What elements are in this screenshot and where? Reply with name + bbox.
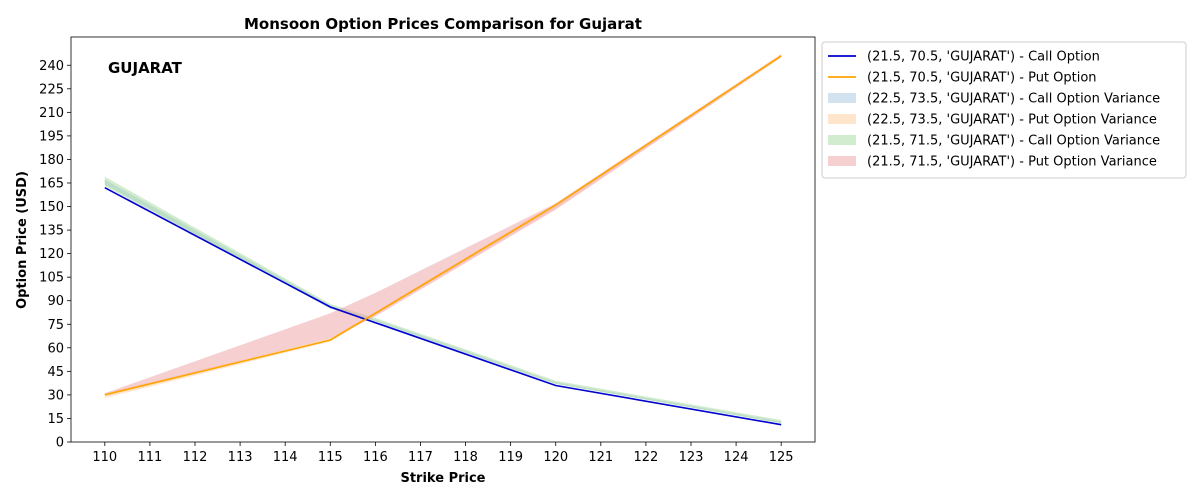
legend-swatch [828,114,856,124]
legend-label: (21.5, 71.5, 'GUJARAT') - Call Option Va… [867,134,1160,149]
legend-label: (21.5, 71.5, 'GUJARAT') - Put Option Var… [867,155,1157,170]
legend-swatch [828,156,856,166]
y-tick-label: 180 [39,153,64,168]
y-tick-label: 75 [47,318,64,333]
y-tick-label: 15 [47,412,64,427]
y-tick-label: 105 [39,271,64,286]
x-tick-label: 111 [137,450,162,465]
series-line-2 [104,55,782,396]
variance-band-3 [104,176,782,424]
x-tick-label: 119 [498,450,523,465]
series-line-1 [104,186,782,426]
plot-frame [70,36,816,443]
y-tick-label: 150 [39,200,64,215]
x-tick-label: 110 [92,450,117,465]
x-tick-label: 125 [769,450,794,465]
y-tick-label: 210 [39,106,64,121]
x-tick-label: 123 [679,450,704,465]
legend: (21.5, 70.5, 'GUJARAT') - Call Option (21… [821,41,1187,179]
y-tick-label: 0 [56,436,64,451]
y-tick-label: 225 [39,82,64,97]
y-tick-label: 30 [47,388,64,403]
x-axis-label: Strike Price [400,471,485,486]
x-tick-label: 115 [318,450,343,465]
x-tick-label: 120 [543,450,568,465]
annotation-label: GUJARAT [108,59,183,77]
y-tick-label: 165 [39,176,64,191]
y-tick-label: 240 [39,59,64,74]
plot-area [70,36,816,443]
legend-frame [821,41,1187,179]
legend-label: (22.5, 73.5, 'GUJARAT') - Call Option Va… [867,92,1160,107]
y-tick-label: 60 [47,341,64,356]
legend-swatch [828,93,856,103]
x-tick-label: 112 [183,450,208,465]
y-axis: 0 15 30 45 60 75 90 105 120 135 150 165 180 195 210 225… [39,59,71,451]
variance-band-1 [104,179,782,424]
y-tick-label: 90 [47,294,64,309]
legend-label: (21.5, 70.5, 'GUJARAT') - Call Option [867,50,1100,65]
chart-title: Monsoon Option Prices Comparison for Guj… [244,15,642,33]
x-tick-label: 116 [363,450,388,465]
x-tick-label: 114 [273,450,298,465]
y-tick-label: 120 [39,247,64,262]
x-tick-label: 113 [228,450,253,465]
x-tick-label: 118 [453,450,478,465]
y-tick-label: 135 [39,224,64,239]
y-tick-label: 195 [39,129,64,144]
legend-swatch [828,135,856,145]
x-tick-label: 124 [724,450,749,465]
y-tick-label: 45 [47,365,64,380]
y-axis-label: Option Price (USD) [15,171,30,309]
x-tick-label: 122 [633,450,658,465]
x-tick-label: 117 [408,450,433,465]
legend-label: (21.5, 70.5, 'GUJARAT') - Put Option [867,71,1097,86]
legend-label: (22.5, 73.5, 'GUJARAT') - Put Option Var… [867,113,1157,128]
x-tick-label: 121 [588,450,613,465]
x-axis: 110 111 112 113 114 115 116 117 118 119 120 121 122 1… [92,442,794,465]
